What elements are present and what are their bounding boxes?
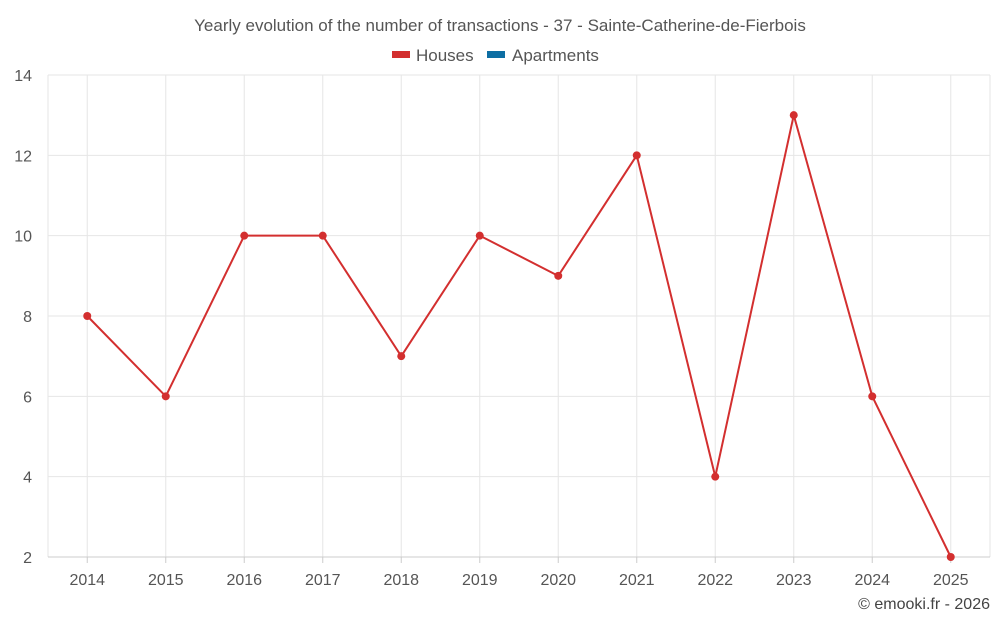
credit-text: © emooki.fr - 2026: [858, 596, 990, 613]
series-lines: [86, 114, 952, 558]
legend: Houses Apartments: [392, 46, 599, 65]
axes: [48, 556, 990, 563]
data-point-houses: [946, 553, 955, 561]
y-tick-label: 4: [23, 470, 32, 487]
x-tick-label: 2023: [776, 572, 812, 589]
x-tick-label: 2024: [854, 572, 890, 589]
series-line-houses: [86, 114, 952, 558]
data-point-houses: [240, 231, 249, 240]
x-tick-label: 2016: [226, 572, 262, 589]
data-point-houses: [161, 392, 170, 401]
y-tick-label: 8: [23, 309, 32, 326]
data-point-houses: [711, 472, 720, 481]
data-point-houses: [554, 271, 563, 280]
y-tick-label: 2: [23, 550, 32, 567]
x-tick-label: 2017: [305, 572, 341, 589]
y-tick-label: 10: [14, 229, 32, 246]
series-points: [83, 111, 955, 561]
x-tick-label: 2021: [619, 572, 655, 589]
y-axis-labels: 2 4 6 8 10 12 14: [14, 68, 32, 567]
y-gridlines: [48, 74, 990, 478]
x-tick-label: 2020: [540, 572, 576, 589]
x-tick-label: 2019: [462, 572, 498, 589]
y-tick-label: 6: [23, 389, 32, 406]
x-tick-label: 2014: [69, 572, 105, 589]
legend-swatch-apartments: [487, 51, 505, 58]
legend-swatch-houses: [392, 51, 410, 58]
x-tick-label: 2015: [148, 572, 184, 589]
data-point-houses: [868, 392, 877, 401]
legend-label-apartments: Apartments: [512, 46, 599, 65]
data-point-houses: [397, 352, 406, 361]
data-point-houses: [789, 111, 798, 120]
x-tick-label: 2018: [383, 572, 419, 589]
data-point-houses: [632, 151, 641, 160]
x-axis-labels: 2014 2015 2016 2017 2018 2019 2020 2021 2022 2023…: [69, 572, 968, 589]
y-tick-label: 12: [14, 148, 32, 165]
x-tick-label: 2022: [697, 572, 733, 589]
x-gridlines: [47, 75, 991, 557]
data-point-houses: [83, 312, 92, 320]
data-point-houses: [318, 231, 327, 240]
data-point-houses: [475, 231, 484, 240]
legend-item-apartments[interactable]: Apartments: [487, 46, 599, 65]
legend-label-houses: Houses: [416, 46, 474, 65]
chart-title: Yearly evolution of the number of transa…: [194, 16, 806, 35]
legend-item-houses[interactable]: Houses: [392, 46, 474, 65]
y-tick-label: 14: [14, 68, 32, 85]
x-tick-label: 2025: [933, 572, 969, 589]
